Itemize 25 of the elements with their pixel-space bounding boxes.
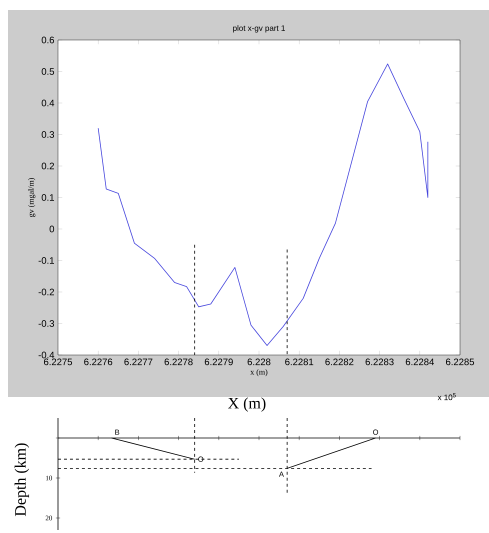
y-tick-label: 0.3 (42, 131, 54, 138)
y-tick-label: 0.2 (42, 162, 54, 170)
y-tick-label: 0.6 (42, 36, 54, 44)
y-tick-label: 0 (50, 226, 54, 232)
x-tick-label: 6.2278 (164, 358, 193, 366)
y-tick-label: -0.1 (38, 257, 54, 264)
y-axis-title: Depth (km) (14, 443, 30, 516)
x-tick-label: 6.2282 (325, 358, 354, 366)
x-axis-title: X (m) (228, 397, 266, 412)
x-tick-label: 6.2279 (204, 358, 233, 366)
x-tick-label: 6.2276 (84, 358, 112, 366)
x-tick-label: 6.2277 (124, 358, 152, 366)
y-tick-label: 0.5 (42, 68, 54, 75)
line-series (98, 64, 428, 346)
y-tick-label: -0.4 (38, 352, 54, 358)
x-tick-label: 6.2285 (446, 358, 474, 366)
x-tick-label: 6.228 (248, 358, 270, 366)
y-tick-label: -0.2 (38, 288, 54, 296)
y-tick-label: 0.1 (42, 194, 54, 201)
y-tick-label: 0.4 (42, 100, 54, 106)
x-tick-label: 6.2283 (366, 358, 394, 366)
y-tick-label: -0.3 (38, 320, 54, 327)
x-tick-label: 6.2281 (285, 358, 314, 366)
x-tick-label: 6.2284 (406, 358, 434, 366)
x-tick-label: 6.2275 (44, 358, 72, 366)
